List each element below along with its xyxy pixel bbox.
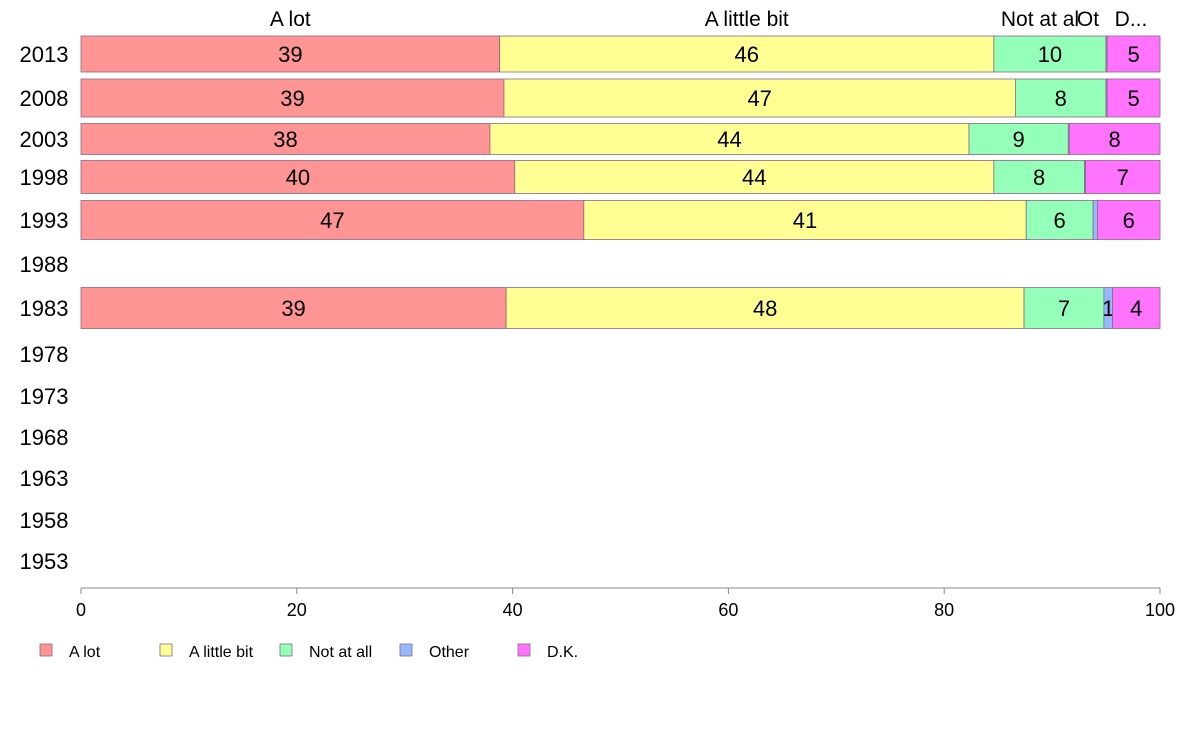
data-label: 8 (1033, 165, 1045, 190)
bar-segment (968, 123, 1069, 155)
bar-segment (1023, 287, 1105, 329)
x-tick-label: 100 (1145, 600, 1175, 620)
bar-segment (993, 35, 1107, 73)
legend-label: Not at all (309, 644, 372, 661)
bar-segment (1106, 35, 1161, 73)
legend-swatch (39, 643, 53, 657)
legend-label: Other (429, 644, 470, 661)
data-label: 41 (793, 208, 817, 233)
bar-segment (503, 78, 1016, 118)
year-label: 1983 (20, 296, 69, 321)
x-tick-label: 20 (287, 600, 307, 620)
data-label: 8 (1109, 127, 1121, 152)
data-label: 6 (1054, 208, 1066, 233)
data-label: 46 (735, 42, 759, 67)
data-label: 5 (1127, 42, 1139, 67)
data-label: 38 (273, 127, 297, 152)
bar-segment (1112, 287, 1161, 329)
data-label: 9 (1013, 127, 1025, 152)
bar-segment (1025, 200, 1094, 240)
bars: 39 46 10 539 47 8 538 44 9 840 44 8 747 41 6 639 48 7 1 4 (80, 35, 1161, 329)
column-header: Not at al (1001, 8, 1079, 31)
legend-swatch (399, 643, 413, 657)
data-label: 48 (753, 296, 777, 321)
data-label: 1 (1102, 296, 1114, 321)
year-label: 2003 (20, 127, 69, 152)
y-axis: 2013 2008 2003 1998 1993 1988 1983 1978 1973 1968… (20, 42, 69, 574)
data-label: 44 (717, 127, 741, 152)
bar-segment (499, 35, 995, 73)
bar-segment (80, 287, 507, 329)
data-label: 7 (1117, 165, 1129, 190)
year-label: 1968 (20, 425, 69, 450)
legend-swatch (159, 643, 173, 657)
data-label: 39 (280, 86, 304, 111)
bar-segment (993, 160, 1085, 194)
bar-segment (1068, 123, 1161, 155)
column-header: A little bit (705, 8, 789, 31)
bar-segment (1015, 78, 1107, 118)
data-label: 47 (320, 208, 344, 233)
bar-segment (80, 35, 501, 73)
year-label: 1963 (20, 466, 69, 491)
legend-label: A little bit (189, 644, 254, 661)
x-tick-label: 0 (76, 600, 86, 620)
bar-segment (505, 287, 1025, 329)
bar-segment (1106, 78, 1161, 118)
year-label: 1993 (20, 208, 69, 233)
year-label: 1998 (20, 165, 69, 190)
legend: A lot A little bit Not at all Other D.K. (39, 643, 578, 661)
year-label: 1988 (20, 252, 69, 277)
data-label: 40 (286, 165, 310, 190)
column-header: D... (1115, 8, 1148, 31)
legend-swatch (517, 643, 531, 657)
data-label: 6 (1123, 208, 1135, 233)
legend-label: D.K. (547, 644, 578, 661)
bar-segment (80, 123, 491, 155)
data-label: 39 (281, 296, 305, 321)
year-label: 2013 (20, 42, 69, 67)
x-axis: 0 20 40 60 80 100 (76, 587, 1175, 620)
bar-segment (1085, 160, 1161, 194)
year-label: 2008 (20, 86, 69, 111)
data-label: 7 (1058, 296, 1070, 321)
year-label: 1973 (20, 384, 69, 409)
data-label: 8 (1055, 86, 1067, 111)
legend-swatch (279, 643, 293, 657)
data-label: 39 (278, 42, 302, 67)
x-tick-label: 40 (503, 600, 523, 620)
data-label: 47 (747, 86, 771, 111)
bar-segment (80, 200, 585, 240)
year-label: 1978 (20, 342, 69, 367)
data-label: 44 (742, 165, 766, 190)
x-tick-label: 60 (718, 600, 738, 620)
column-header: Ot (1077, 8, 1099, 31)
bar-segment (80, 78, 505, 118)
bar-segment (1097, 200, 1161, 240)
year-label: 1953 (20, 549, 69, 574)
data-label: 4 (1130, 296, 1142, 321)
data-label: 10 (1038, 42, 1062, 67)
x-tick-label: 80 (934, 600, 954, 620)
bar-segment (583, 200, 1027, 240)
legend-label: A lot (69, 644, 101, 661)
bar-segment (1092, 200, 1098, 240)
bar-segment (80, 160, 516, 194)
data-label: 5 (1127, 86, 1139, 111)
year-label: 1958 (20, 508, 69, 533)
column-header: A lot (270, 8, 311, 31)
